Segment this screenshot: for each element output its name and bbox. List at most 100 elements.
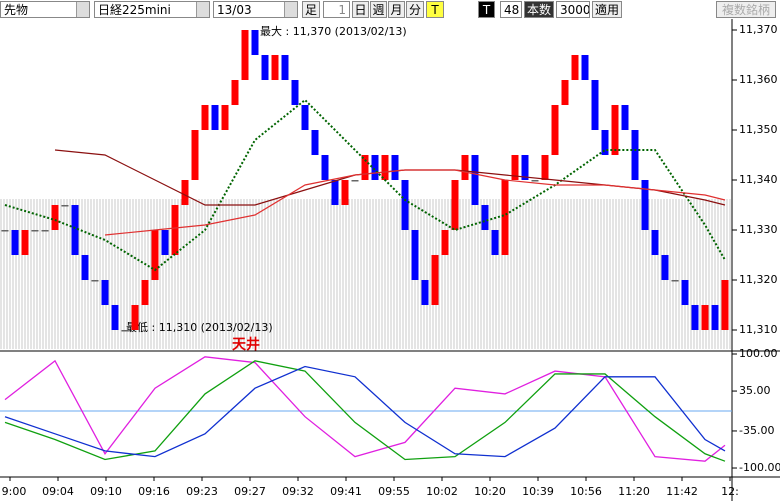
x-tick-label: 09:55: [378, 485, 410, 498]
x-tick-label: 09:10: [90, 485, 122, 498]
candle: [92, 280, 99, 282]
candle: [112, 305, 119, 330]
x-tick-label: 09:04: [42, 485, 74, 498]
x-tick-label: 11:42: [666, 485, 698, 498]
candle: [502, 180, 509, 255]
x-tick-label: 10:39: [522, 485, 554, 498]
x-tick-label: 09:41: [330, 485, 362, 498]
candle: [232, 80, 239, 105]
market-select[interactable]: 先物: [0, 1, 90, 18]
y-tick-label: 11,320: [739, 273, 778, 286]
candle: [152, 230, 159, 280]
candle: [722, 280, 729, 330]
candle: [262, 55, 269, 80]
contract-select[interactable]: 13/03: [213, 1, 298, 18]
x-tick-label: 10:20: [474, 485, 506, 498]
candle: [342, 180, 349, 205]
week-button[interactable]: 週: [370, 1, 387, 18]
x-tick-label: 10:56: [570, 485, 602, 498]
candle: [552, 105, 559, 155]
candle: [62, 205, 69, 207]
candle: [482, 205, 489, 230]
candle: [702, 305, 709, 330]
oscillator-line: [5, 357, 725, 461]
y-tick-label: -35.00: [739, 424, 774, 437]
x-tick-label: 11:20: [618, 485, 650, 498]
minute-button[interactable]: 分: [406, 1, 424, 18]
candle: [682, 280, 689, 305]
candle: [582, 55, 589, 80]
bars-input[interactable]: 3000: [556, 1, 590, 18]
ceiling-annotation: 天井: [232, 336, 260, 353]
tick-button[interactable]: T: [426, 1, 444, 18]
candle: [492, 230, 499, 255]
candle: [272, 55, 279, 80]
candle: [132, 305, 139, 330]
candle: [652, 230, 659, 255]
candle: [442, 230, 449, 255]
y-tick-label: 11,310: [739, 323, 778, 336]
candle: [402, 180, 409, 230]
bars-label: 本数: [524, 1, 554, 18]
candle: [32, 230, 39, 232]
candle: [172, 205, 179, 255]
tick-label: T: [478, 1, 495, 18]
candle: [392, 155, 399, 180]
apply-button[interactable]: 適用: [592, 1, 622, 18]
candle: [332, 180, 339, 205]
candle: [632, 130, 639, 180]
y-tick-label: 11,370: [739, 23, 778, 36]
candle: [562, 80, 569, 105]
candle: [282, 55, 289, 80]
candle: [192, 130, 199, 180]
candle: [542, 155, 549, 180]
candle: [372, 155, 379, 180]
candle: [252, 30, 259, 55]
y-tick-label: 11,360: [739, 73, 778, 86]
candle: [82, 255, 89, 280]
candle: [622, 105, 629, 130]
candle: [242, 30, 249, 80]
candle: [472, 155, 479, 205]
max-annotation: 最大 : 11,370 (2013/02/13): [260, 24, 407, 38]
candle: [142, 280, 149, 305]
x-tick-label: 09:32: [282, 485, 314, 498]
candle: [102, 280, 109, 305]
candle: [642, 180, 649, 230]
month-button[interactable]: 月: [388, 1, 405, 18]
x-tick-label: 9:00: [2, 485, 27, 498]
candle: [12, 230, 19, 255]
x-tick-label: 12:: [721, 485, 739, 498]
candle: [532, 180, 539, 182]
bar-count-input[interactable]: 1: [323, 1, 350, 18]
candle: [312, 130, 319, 155]
symbol-select[interactable]: 日経225mini: [94, 1, 210, 18]
candle: [462, 155, 469, 180]
day-button[interactable]: 日: [352, 1, 369, 18]
candle: [212, 105, 219, 130]
chart: 最大 : 11,370 (2013/02/13) 最低 : 11,310 (20…: [0, 19, 780, 501]
candle: [162, 230, 169, 255]
x-tick-label: 09:16: [138, 485, 170, 498]
multi-button[interactable]: 複数銘柄: [716, 1, 776, 18]
candle: [422, 280, 429, 305]
candle: [602, 130, 609, 155]
tick-count-input[interactable]: 48: [500, 1, 522, 18]
y-tick-label: 35.00: [739, 384, 771, 397]
x-tick-label: 09:27: [234, 485, 266, 498]
volume-hatch: [0, 199, 732, 349]
bar-button[interactable]: 足: [302, 1, 320, 18]
x-tick-label: 10:02: [426, 485, 458, 498]
candle: [202, 105, 209, 130]
candle: [122, 330, 129, 332]
candle: [662, 255, 669, 280]
candle: [452, 180, 459, 230]
x-tick-label: 09:23: [186, 485, 218, 498]
moving-average: [55, 150, 725, 205]
candle: [712, 305, 719, 330]
y-tick-label: 11,330: [739, 223, 778, 236]
candle: [412, 230, 419, 280]
candle: [672, 280, 679, 282]
candle: [572, 55, 579, 80]
